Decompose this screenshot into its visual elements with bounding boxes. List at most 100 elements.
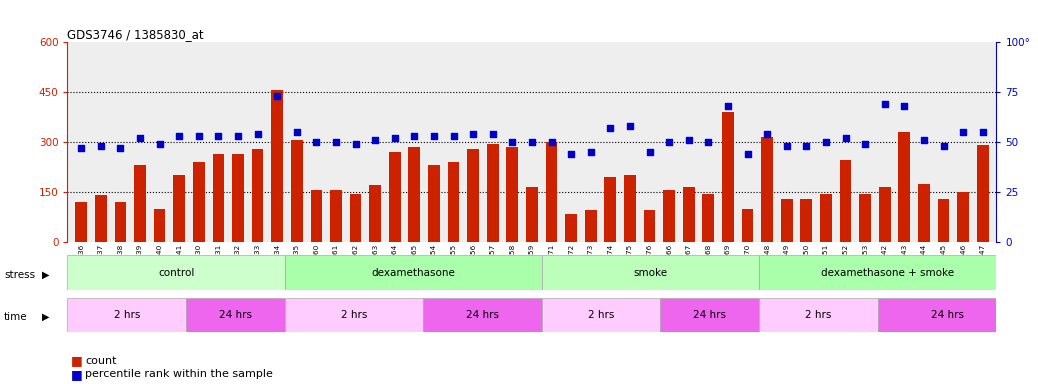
Text: control: control xyxy=(158,268,194,278)
Bar xyxy=(310,190,322,242)
Point xyxy=(700,139,716,145)
Bar xyxy=(899,132,910,242)
Point xyxy=(269,93,285,99)
Point xyxy=(171,133,188,139)
Point xyxy=(112,145,129,151)
Bar xyxy=(507,147,518,242)
Point xyxy=(935,143,952,149)
Point xyxy=(465,131,482,137)
Text: ▶: ▶ xyxy=(42,270,49,280)
Bar xyxy=(154,209,165,242)
Bar xyxy=(428,166,440,242)
Point xyxy=(719,103,736,109)
Point xyxy=(798,143,815,149)
Text: time: time xyxy=(4,312,28,322)
Bar xyxy=(761,137,773,242)
Point xyxy=(308,139,325,145)
Bar xyxy=(409,147,420,242)
Text: 2 hrs: 2 hrs xyxy=(588,310,614,320)
Text: 2 hrs: 2 hrs xyxy=(805,310,831,320)
Bar xyxy=(67,298,186,332)
Point xyxy=(523,139,540,145)
Bar xyxy=(76,202,87,242)
Bar xyxy=(542,255,759,290)
Bar xyxy=(370,185,381,242)
Text: smoke: smoke xyxy=(633,268,667,278)
Bar xyxy=(186,298,284,332)
Point xyxy=(366,137,383,143)
Point xyxy=(328,139,345,145)
Point xyxy=(818,139,835,145)
Point xyxy=(838,135,854,141)
Bar xyxy=(114,202,127,242)
Text: 24 hrs: 24 hrs xyxy=(930,310,963,320)
Bar xyxy=(526,187,538,242)
Point xyxy=(543,139,559,145)
Text: ▶: ▶ xyxy=(42,312,49,322)
Point xyxy=(759,131,775,137)
Bar xyxy=(604,177,617,242)
Bar xyxy=(800,199,813,242)
Bar xyxy=(173,175,185,242)
Point xyxy=(896,103,912,109)
Bar xyxy=(424,298,542,332)
Bar xyxy=(134,166,146,242)
Point xyxy=(876,101,893,107)
Point xyxy=(739,151,756,157)
Text: dexamethasone + smoke: dexamethasone + smoke xyxy=(821,268,954,278)
Text: ■: ■ xyxy=(71,354,82,367)
Point xyxy=(504,139,521,145)
Point xyxy=(152,141,168,147)
Point xyxy=(661,139,678,145)
Text: ■: ■ xyxy=(71,368,82,381)
Bar xyxy=(447,162,460,242)
Bar xyxy=(683,187,694,242)
Bar xyxy=(94,195,107,242)
Bar xyxy=(251,149,264,242)
Point xyxy=(92,143,109,149)
Bar xyxy=(291,141,303,242)
Point xyxy=(426,133,442,139)
Point xyxy=(445,133,462,139)
Bar xyxy=(213,154,224,242)
Bar xyxy=(193,162,204,242)
Point xyxy=(73,145,89,151)
Text: stress: stress xyxy=(4,270,35,280)
Bar xyxy=(566,214,577,242)
Bar xyxy=(67,255,284,290)
Point xyxy=(955,129,972,135)
Point xyxy=(191,133,208,139)
Bar xyxy=(487,144,498,242)
Point xyxy=(778,143,795,149)
Bar xyxy=(759,298,878,332)
Bar xyxy=(879,187,891,242)
Bar xyxy=(977,146,988,242)
Bar xyxy=(644,210,655,242)
Bar xyxy=(663,190,675,242)
Bar xyxy=(937,199,950,242)
Text: count: count xyxy=(85,356,116,366)
Point xyxy=(975,129,991,135)
Bar xyxy=(820,194,831,242)
Point xyxy=(916,137,932,143)
Point xyxy=(289,129,305,135)
Bar xyxy=(840,161,851,242)
Point xyxy=(622,123,638,129)
Text: 24 hrs: 24 hrs xyxy=(466,310,499,320)
Text: dexamethasone: dexamethasone xyxy=(372,268,456,278)
Text: 2 hrs: 2 hrs xyxy=(340,310,367,320)
Bar xyxy=(233,154,244,242)
Bar xyxy=(542,298,660,332)
Bar xyxy=(918,184,930,242)
Bar xyxy=(546,142,557,242)
Bar xyxy=(859,194,871,242)
Point xyxy=(485,131,501,137)
Point xyxy=(641,149,658,155)
Text: percentile rank within the sample: percentile rank within the sample xyxy=(85,369,273,379)
Bar xyxy=(878,298,1016,332)
Point xyxy=(406,133,422,139)
Bar xyxy=(584,210,597,242)
Bar xyxy=(467,149,480,242)
Point xyxy=(348,141,364,147)
Point xyxy=(132,135,148,141)
